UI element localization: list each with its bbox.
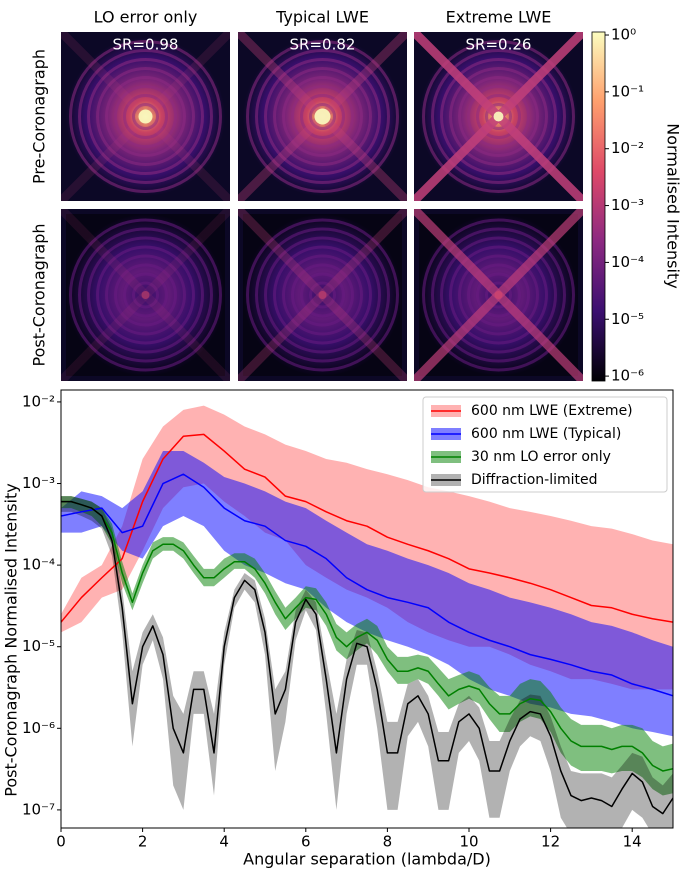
x-tick-label: 6	[301, 833, 311, 851]
x-axis-label: Angular separation (lambda/D)	[243, 850, 491, 869]
axes-frame	[60, 389, 674, 829]
colorbar-tick-label: 10⁻⁶	[611, 367, 644, 385]
row-label: Post-Coronagraph	[30, 223, 49, 366]
psf-image	[238, 209, 407, 381]
y-tick-label: 10⁻⁶	[22, 719, 55, 737]
legend-frame	[422, 396, 668, 493]
colorbar-tick-label: 10⁻¹	[611, 82, 644, 100]
colorbar-tick-label: 10⁻²	[611, 139, 644, 157]
legend: 600 nm LWE (Extreme) 600 nm LWE (Typical)…	[422, 396, 668, 493]
column-title: Typical LWE	[275, 8, 369, 27]
colorbar-label: Normalised Intensity	[664, 123, 683, 288]
column-title: LO error only	[94, 8, 198, 27]
colorbar	[591, 31, 606, 382]
y-tick-label: 10⁻⁷	[22, 800, 55, 818]
series-line	[61, 500, 673, 772]
psf-image	[414, 209, 583, 381]
row-label: Pre-Coronagraph	[30, 49, 49, 184]
x-tick-label: 14	[623, 833, 642, 851]
psf-image	[238, 32, 407, 201]
x-tick-label: 2	[138, 833, 148, 851]
legend-label: 600 nm LWE (Typical)	[471, 426, 621, 442]
y-tick-label: 10⁻⁵	[22, 637, 55, 655]
legend-label: 30 nm LO error only	[471, 449, 611, 465]
x-tick-label: 10	[459, 833, 478, 851]
y-tick-label: 10⁻³	[22, 474, 55, 492]
psf-image	[61, 209, 230, 381]
colorbar-tick-label: 10⁻⁵	[611, 310, 644, 328]
strehl-label: SR=0.26	[466, 36, 532, 54]
x-tick-label: 12	[541, 833, 560, 851]
colorbar-tick-label: 10⁻⁴	[611, 253, 644, 271]
x-tick-label: 4	[219, 833, 229, 851]
series-line	[61, 500, 673, 815]
legend-label: Diffraction-limited	[471, 472, 598, 488]
psf-image	[61, 32, 230, 201]
legend-label: 600 nm LWE (Extreme)	[471, 403, 633, 419]
x-tick-label: 8	[383, 833, 393, 851]
series-line	[61, 473, 673, 697]
image-grid: LO error only Typical LWE Extreme LWE Pre-C…	[30, 8, 583, 381]
strehl-label: SR=0.82	[290, 36, 356, 54]
column-title: Extreme LWE	[446, 8, 552, 27]
colorbar-tick-label: 10⁰	[611, 26, 636, 44]
y-tick-label: 10⁻²	[22, 392, 55, 410]
error-band	[61, 451, 673, 737]
series-line	[61, 433, 673, 623]
strehl-label: SR=0.98	[113, 36, 179, 54]
plot-body	[61, 405, 673, 828]
colorbar-tick-label: 10⁻³	[611, 196, 644, 214]
y-tick-label: 10⁻⁴	[22, 556, 55, 574]
y-axis-label: Post-Coronagraph Normalised Intensity	[2, 483, 21, 797]
x-tick-label: 0	[56, 833, 66, 851]
psf-image	[414, 32, 583, 201]
plot-area: 0 2 4 6 8 10 12 14 10⁻² 10⁻³ 10⁻⁴ 10⁻⁵ 10⁻⁶ 10⁻⁷ 600 n…	[22, 389, 674, 851]
